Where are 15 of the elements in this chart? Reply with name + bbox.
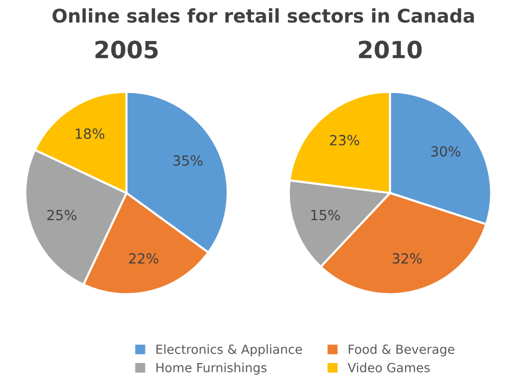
data-label: 30% — [431, 146, 460, 157]
data-label: 32% — [392, 253, 422, 264]
chart-title: Online sales for retail sectors in Canada — [52, 8, 474, 23]
legend-label: Home Furnishings — [156, 362, 267, 375]
legend-label: Food & Beverage — [348, 344, 454, 356]
legend-label: Video Games — [348, 362, 430, 372]
data-label: 22% — [129, 253, 158, 264]
data-label: 35% — [173, 155, 202, 166]
data-label: 25% — [47, 210, 76, 220]
chart-subtitle: 2010 — [358, 40, 422, 59]
data-label: 23% — [330, 134, 360, 146]
legend-label: Electronics & Appliance — [156, 344, 302, 356]
chart-subtitle: 2005 — [95, 40, 158, 59]
data-label: 18% — [76, 128, 104, 139]
data-label: 15% — [311, 210, 340, 220]
